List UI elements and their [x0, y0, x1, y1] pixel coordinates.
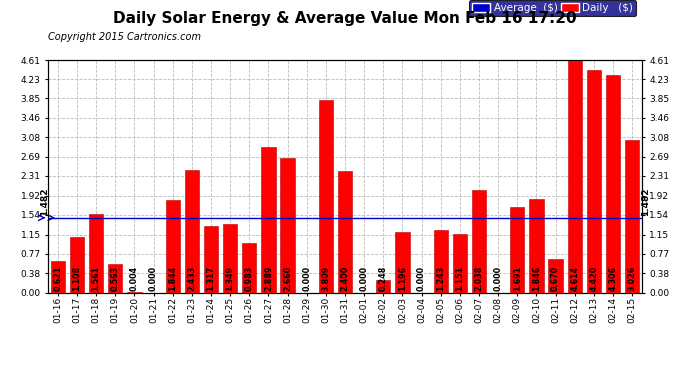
- Text: 1.243: 1.243: [436, 266, 445, 291]
- Text: 0.983: 0.983: [245, 266, 254, 291]
- Text: 3.026: 3.026: [628, 266, 637, 291]
- Text: 0.621: 0.621: [53, 266, 62, 291]
- Bar: [242, 243, 257, 292]
- Text: 1.196: 1.196: [398, 266, 407, 291]
- Bar: [529, 200, 544, 292]
- Bar: [586, 70, 601, 292]
- Text: 2.433: 2.433: [188, 266, 197, 291]
- Bar: [510, 207, 524, 292]
- Text: 0.248: 0.248: [379, 266, 388, 291]
- Text: 1.691: 1.691: [513, 266, 522, 291]
- Text: Copyright 2015 Cartronics.com: Copyright 2015 Cartronics.com: [48, 32, 201, 42]
- Bar: [50, 261, 65, 292]
- Text: 1.108: 1.108: [72, 266, 81, 291]
- Text: 0.563: 0.563: [111, 266, 120, 291]
- Text: 0.000: 0.000: [359, 266, 368, 291]
- Text: 0.004: 0.004: [130, 266, 139, 291]
- Text: 2.400: 2.400: [340, 266, 350, 291]
- Text: 4.614: 4.614: [570, 266, 579, 291]
- Text: 1.846: 1.846: [532, 266, 541, 291]
- Bar: [70, 237, 84, 292]
- Bar: [453, 234, 467, 292]
- Bar: [472, 190, 486, 292]
- Bar: [625, 140, 640, 292]
- Text: 0.000: 0.000: [493, 266, 502, 291]
- Text: 4.420: 4.420: [589, 266, 598, 291]
- Bar: [606, 75, 620, 292]
- Bar: [89, 214, 104, 292]
- Bar: [567, 60, 582, 292]
- Bar: [319, 100, 333, 292]
- Text: 0.000: 0.000: [149, 266, 158, 291]
- Bar: [204, 226, 218, 292]
- Bar: [223, 225, 237, 292]
- Text: 0.670: 0.670: [551, 266, 560, 291]
- Legend: Average  ($), Daily   ($): Average ($), Daily ($): [469, 0, 636, 16]
- Text: 2.038: 2.038: [475, 266, 484, 291]
- Bar: [108, 264, 123, 292]
- Bar: [185, 170, 199, 292]
- Text: 1.317: 1.317: [206, 266, 215, 291]
- Bar: [376, 280, 391, 292]
- Bar: [338, 171, 352, 292]
- Text: 2.660: 2.660: [283, 266, 292, 291]
- Text: 1.482: 1.482: [641, 187, 650, 216]
- Text: 4.306: 4.306: [609, 266, 618, 291]
- Text: 3.809: 3.809: [322, 266, 331, 291]
- Bar: [166, 200, 180, 292]
- Bar: [433, 230, 448, 292]
- Bar: [262, 147, 275, 292]
- Bar: [549, 259, 563, 292]
- Bar: [280, 158, 295, 292]
- Bar: [395, 232, 410, 292]
- Text: 1.561: 1.561: [92, 266, 101, 291]
- Text: 0.000: 0.000: [302, 266, 311, 291]
- Text: Daily Solar Energy & Average Value Mon Feb 16 17:20: Daily Solar Energy & Average Value Mon F…: [113, 11, 577, 26]
- Text: 1.151: 1.151: [455, 266, 464, 291]
- Text: 1.482: 1.482: [40, 187, 49, 216]
- Text: 0.000: 0.000: [417, 266, 426, 291]
- Text: 1.844: 1.844: [168, 266, 177, 291]
- Text: 2.889: 2.889: [264, 266, 273, 291]
- Text: 1.349: 1.349: [226, 266, 235, 291]
